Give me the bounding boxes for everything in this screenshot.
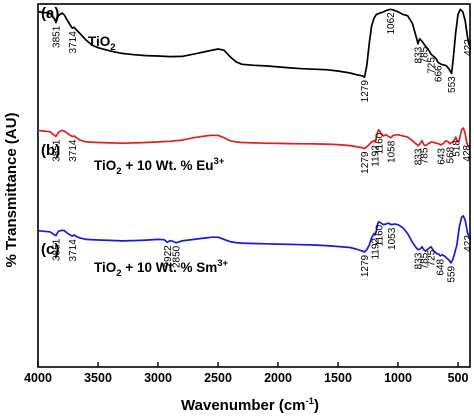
x-tick-label-3500: 3500 bbox=[84, 371, 112, 385]
peak-label-c-422: 422 bbox=[463, 235, 474, 252]
peak-label-c-1192: 1192 bbox=[371, 238, 382, 260]
peak-label-c-2922: 2922 bbox=[163, 245, 174, 268]
panel-label-c: (c) bbox=[41, 241, 59, 258]
peak-label-a-666: 666 bbox=[434, 65, 445, 82]
peak-label-b-568: 568 bbox=[445, 146, 456, 163]
peak-label-a-422: 422 bbox=[463, 39, 474, 56]
peak-label-c-559: 559 bbox=[446, 265, 457, 282]
series-line-a bbox=[37, 8, 471, 78]
series-name-b-main: TiO bbox=[94, 158, 116, 173]
peak-label-c-3714: 3714 bbox=[68, 239, 79, 262]
series-name-b-rest: + 10 Wt. % Eu bbox=[122, 158, 214, 173]
panel-label-b: (b) bbox=[41, 142, 60, 159]
x-tick-label-4000: 4000 bbox=[24, 371, 52, 385]
plot-frame bbox=[37, 3, 471, 368]
peak-label-a-785: 785 bbox=[419, 46, 430, 63]
series-curves bbox=[37, 8, 471, 264]
series-name-c-main: TiO bbox=[94, 260, 116, 275]
series-name-a-sub: 2 bbox=[110, 42, 115, 53]
peak-label-c-1053: 1053 bbox=[387, 227, 398, 250]
peak-label-b-1279: 1279 bbox=[360, 151, 371, 174]
x-tick-label-3000: 3000 bbox=[144, 371, 172, 385]
peak-label-a-725: 725 bbox=[427, 57, 438, 74]
series-name-a: TiO2 bbox=[88, 34, 116, 53]
peak-label-a-1062: 1062 bbox=[386, 12, 397, 35]
x-tick-label-2000: 2000 bbox=[264, 371, 292, 385]
x-axis-title-main: Wavenumber (cm bbox=[181, 397, 305, 414]
series-name-c-sub: 2 bbox=[116, 268, 121, 279]
peak-label-b-643: 643 bbox=[436, 148, 447, 165]
y-axis-title: % Transmittance (AU) bbox=[3, 112, 20, 267]
peak-label-c-1279: 1279 bbox=[360, 254, 371, 277]
peak-label-b-3714: 3714 bbox=[68, 139, 79, 162]
peak-label-c-2850: 2850 bbox=[172, 245, 183, 268]
x-axis-title-end: ) bbox=[314, 397, 319, 414]
peak-label-b-518: 518 bbox=[451, 140, 462, 157]
peak-label-b-1192: 1192 bbox=[371, 145, 382, 167]
series-name-b-sub: 2 bbox=[116, 166, 121, 177]
x-axis: 4000 3500 3000 2500 2000 1500 1000 500 bbox=[24, 362, 468, 385]
peak-label-c-785: 785 bbox=[419, 252, 430, 269]
peak-label-b-1058: 1058 bbox=[387, 140, 398, 163]
peak-label-b-428: 428 bbox=[462, 144, 473, 161]
x-tick-label-1000: 1000 bbox=[384, 371, 412, 385]
peak-label-b-833: 833 bbox=[414, 148, 425, 165]
x-tick-label-2500: 2500 bbox=[204, 371, 232, 385]
series-name-b-sup: 3+ bbox=[213, 156, 224, 167]
peak-label-c-725: 725 bbox=[427, 249, 438, 266]
peak-label-b-1160: 1160 bbox=[374, 132, 385, 154]
peak-label-a-3851: 3851 bbox=[51, 25, 62, 48]
x-axis-title: Wavenumber (cm-1) bbox=[181, 396, 319, 414]
series-line-c bbox=[37, 215, 471, 264]
peak-label-b-785: 785 bbox=[419, 147, 430, 164]
peak-label-c-833: 833 bbox=[414, 252, 425, 269]
peak-label-a-1279: 1279 bbox=[360, 80, 371, 103]
series-name-b: TiO2 + 10 Wt. % Eu3+ bbox=[94, 156, 225, 177]
peak-label-c-1160: 1160 bbox=[374, 224, 385, 246]
peak-label-b-3851: 3851 bbox=[51, 139, 62, 162]
series-line-b bbox=[37, 127, 471, 150]
series-name-c: TiO2 + 10 Wt. % Sm3+ bbox=[94, 258, 229, 279]
peak-label-a-833: 833 bbox=[414, 46, 425, 63]
series-name-c-rest: + 10 Wt. % Sm bbox=[122, 260, 218, 275]
series-name-c-sup: 3+ bbox=[217, 258, 228, 269]
x-axis-title-sup: -1 bbox=[306, 396, 315, 407]
peak-label-a-3714: 3714 bbox=[68, 31, 79, 54]
peak-label-a-553: 553 bbox=[447, 76, 458, 93]
peak-label-c-3851: 3851 bbox=[51, 238, 62, 261]
x-tick-label-500: 500 bbox=[448, 371, 469, 385]
series-name-a-main: TiO bbox=[88, 34, 110, 49]
peak-label-c-648: 648 bbox=[436, 258, 447, 275]
x-tick-label-1500: 1500 bbox=[324, 371, 352, 385]
